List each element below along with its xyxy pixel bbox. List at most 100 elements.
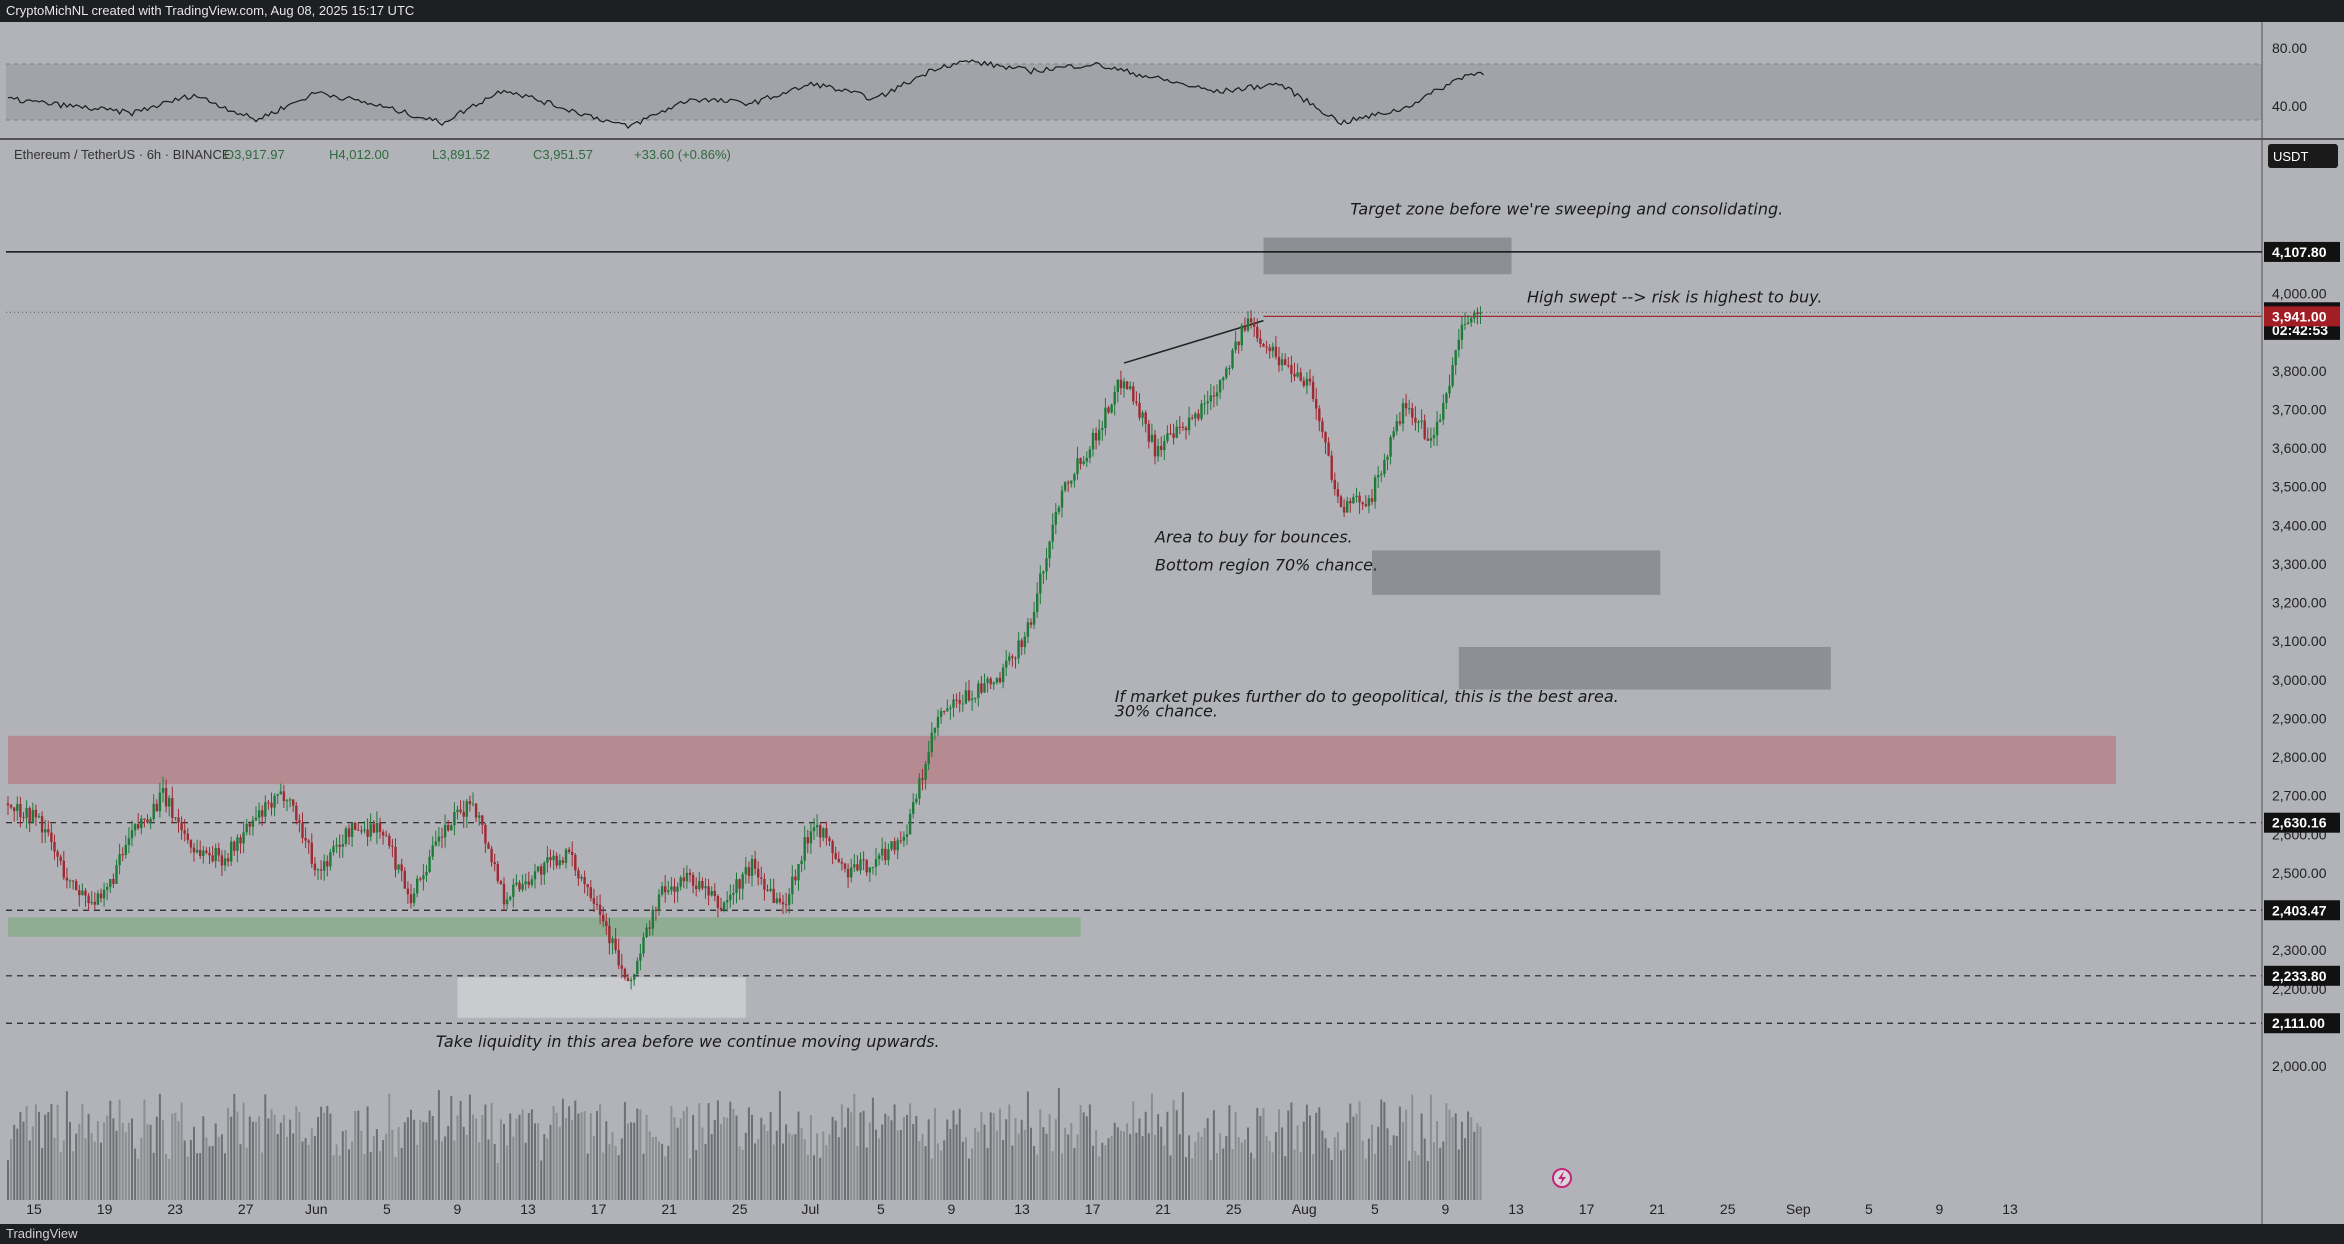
volume-bar: [431, 1115, 434, 1200]
volume-bar: [199, 1153, 202, 1200]
currency-button[interactable]: [2268, 144, 2338, 168]
candle: [571, 841, 574, 867]
candle: [217, 842, 220, 862]
candle: [772, 878, 775, 904]
svg-text:3,941.00: 3,941.00: [2272, 308, 2327, 324]
candle: [71, 880, 75, 890]
candle: [53, 834, 56, 860]
candle: [1342, 498, 1346, 518]
volume-bar: [782, 1143, 784, 1200]
candle: [902, 831, 906, 848]
candle: [719, 897, 723, 912]
candle: [84, 888, 87, 907]
volume-bar: [875, 1129, 877, 1200]
candle: [1184, 426, 1188, 440]
candle: [583, 870, 586, 894]
candle: [1156, 438, 1160, 462]
candle: [1082, 455, 1085, 466]
volume-bar: [689, 1158, 691, 1200]
volume-bar: [1129, 1134, 1132, 1200]
candle: [763, 873, 766, 901]
zone-bounce-zone: [1372, 550, 1661, 595]
candle: [1460, 316, 1464, 350]
candle: [453, 802, 456, 836]
candle: [323, 854, 326, 881]
candle: [1187, 406, 1191, 436]
time-tick: 21: [1155, 1201, 1171, 1217]
volume-bar: [490, 1102, 493, 1200]
volume-bar: [819, 1157, 822, 1200]
volume-bar: [1076, 1134, 1079, 1200]
candle: [530, 875, 534, 888]
volume-bar: [813, 1155, 815, 1200]
volume-bar: [444, 1136, 447, 1200]
rsi-pane[interactable]: 80.00 40.00: [6, 40, 2307, 130]
candle: [1150, 423, 1154, 443]
svg-text:2,630.16: 2,630.16: [2272, 815, 2327, 831]
volume-bar: [1070, 1123, 1073, 1200]
volume-bar: [65, 1091, 68, 1200]
candle: [713, 883, 716, 902]
candle: [741, 871, 744, 900]
volume-bar: [924, 1146, 927, 1200]
time-tick: 13: [2002, 1201, 2018, 1217]
candle: [1299, 367, 1302, 382]
candle: [1457, 328, 1460, 358]
volume-bar: [968, 1158, 970, 1200]
candle: [81, 883, 84, 896]
volume-bar: [1030, 1127, 1032, 1200]
volume-bar: [313, 1136, 316, 1200]
volume-bar: [1243, 1139, 1246, 1200]
candle: [1302, 376, 1305, 388]
price-label: 4,107.80: [2264, 241, 2340, 262]
candle: [828, 836, 831, 847]
alert-icon[interactable]: [1552, 1168, 1572, 1188]
volume-bar: [1268, 1140, 1271, 1200]
candle: [1392, 426, 1395, 440]
candle: [1442, 394, 1445, 425]
candle: [394, 838, 397, 878]
candle: [1098, 419, 1101, 446]
candle: [803, 825, 806, 870]
volume-bar: [96, 1121, 99, 1200]
price-chart[interactable]: 80.00 40.00 Target zone before we're swe…: [0, 22, 2344, 1224]
volume-bar: [366, 1106, 369, 1200]
volume-bar: [441, 1141, 443, 1200]
volume-bar: [943, 1140, 946, 1200]
candle: [1423, 414, 1426, 441]
candle: [288, 797, 292, 808]
candle: [735, 872, 738, 904]
volume-bar: [1178, 1134, 1181, 1200]
candle: [223, 849, 227, 872]
candle: [651, 905, 654, 936]
price-axis[interactable]: 4,000.003,900.003,800.003,700.003,600.00…: [2272, 286, 2327, 1075]
volume-bar: [754, 1143, 757, 1200]
time-tick: 5: [1865, 1201, 1873, 1217]
candle: [1473, 309, 1476, 324]
volume-bar: [242, 1102, 245, 1200]
price-tick: 3,700.00: [2272, 401, 2327, 417]
volume-bar: [1092, 1145, 1094, 1200]
candle: [363, 821, 366, 834]
volume-bar: [183, 1140, 186, 1200]
candle: [143, 818, 146, 828]
volume-bar: [627, 1123, 629, 1200]
candle: [695, 877, 698, 897]
time-axis[interactable]: 15 19 23 27 Jun 5 9 13 17 21 25 Jul 5 9 13 17 21 25 Aug 5 9 1…: [26, 1201, 2018, 1217]
candle: [366, 818, 369, 846]
candle: [319, 860, 323, 880]
currency-button-label: USDT: [2273, 149, 2308, 164]
volume-bar: [654, 1136, 657, 1200]
volume-bar: [214, 1123, 217, 1200]
volume-bar: [1110, 1135, 1113, 1200]
candle: [391, 838, 394, 858]
candle: [974, 697, 977, 703]
time-tick: 21: [661, 1201, 677, 1217]
volume-bar: [211, 1145, 214, 1200]
volume-bar: [1262, 1108, 1265, 1200]
candle: [633, 973, 636, 986]
candles-layer[interactable]: [6, 306, 1482, 990]
candle: [378, 817, 382, 839]
candle: [236, 834, 239, 863]
candle: [611, 936, 614, 955]
